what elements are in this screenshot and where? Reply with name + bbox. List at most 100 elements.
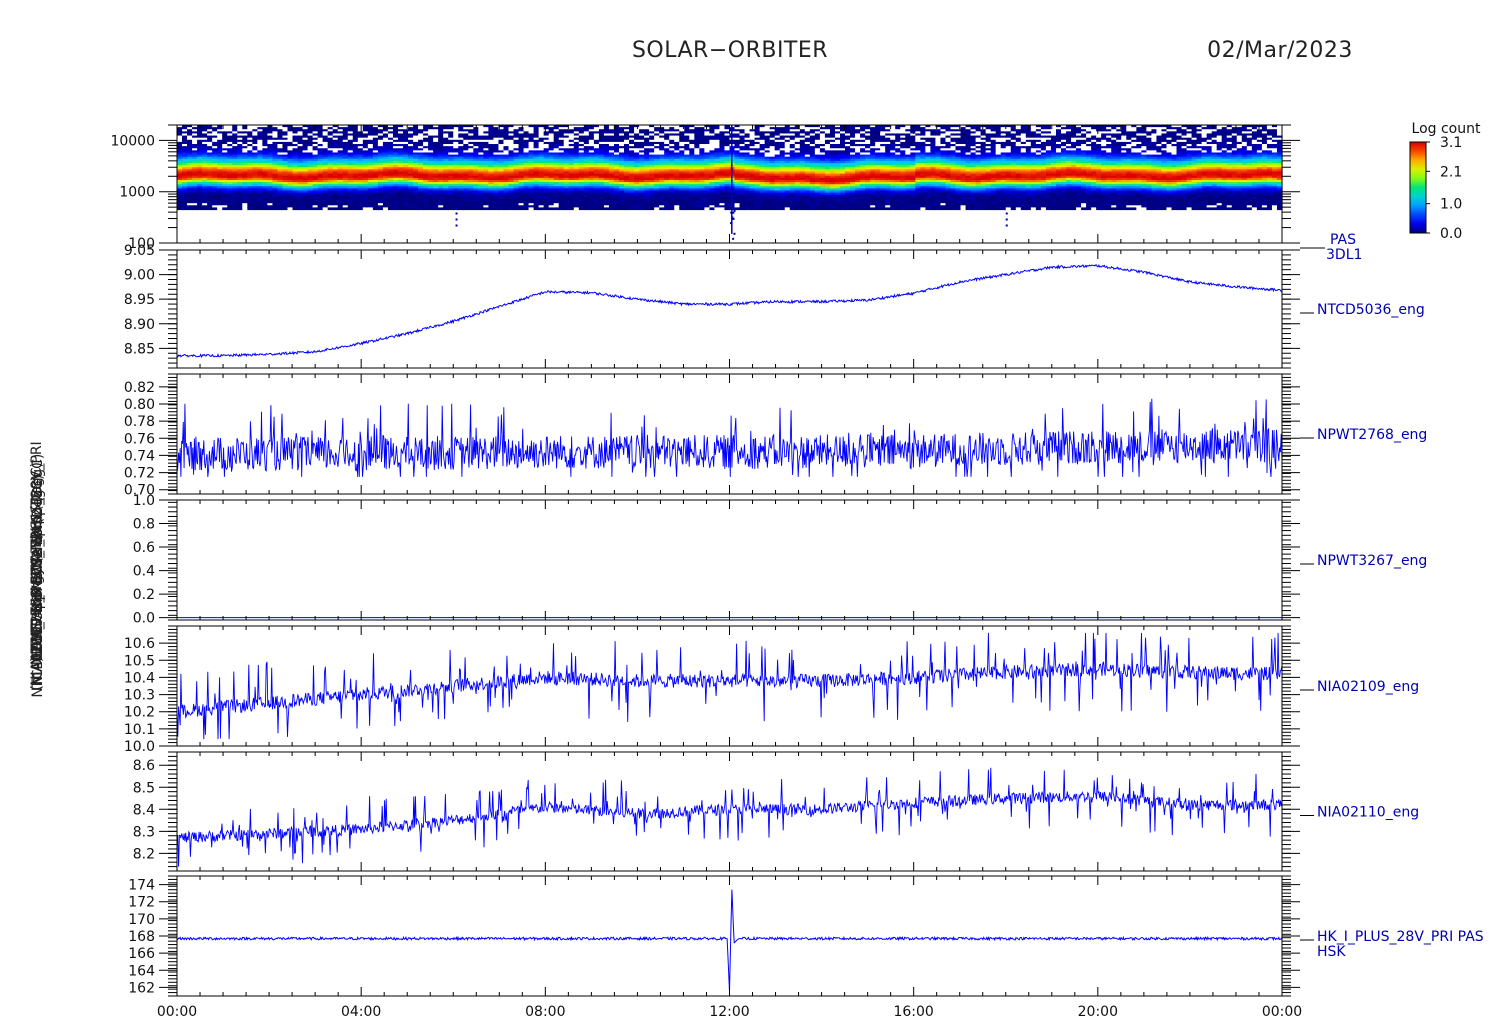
spectrogram-cell — [438, 167, 444, 170]
spectrogram-cell — [619, 141, 625, 145]
spectrogram-cell — [533, 207, 540, 211]
spectrogram-cell — [438, 207, 444, 211]
spectrogram-cell — [292, 196, 299, 200]
spectrogram-cell — [408, 146, 414, 149]
spectrogram-cell — [428, 203, 434, 206]
spectrogram-cell — [588, 167, 595, 170]
spectrogram-cell — [548, 139, 555, 143]
spectrogram-cell — [403, 139, 409, 143]
spectrogram-cell — [513, 177, 520, 181]
spectrogram-cell — [433, 163, 439, 166]
spectrogram-cell — [624, 158, 630, 162]
spectrogram-cell — [212, 127, 218, 130]
spectrogram-cell — [784, 165, 791, 168]
spectrogram-cell — [458, 125, 464, 128]
spectrogram-cell — [453, 207, 459, 211]
spectrogram-cell — [548, 196, 555, 200]
spectrogram-cell — [508, 163, 515, 166]
spectrogram-cell — [563, 148, 570, 151]
spectrogram-cell — [578, 125, 585, 128]
spectrogram-cell — [503, 175, 510, 179]
spectrogram-cell — [493, 133, 500, 137]
spectrogram-cell — [774, 152, 781, 156]
spectrogram-cell — [428, 131, 434, 135]
spectrogram-cell — [503, 150, 510, 154]
spectrogram-cell — [277, 154, 284, 158]
spectrogram-cell — [593, 127, 600, 130]
spectrogram-cell — [779, 148, 786, 151]
spectrogram-cell — [513, 179, 520, 183]
spectrogram-cell — [598, 131, 605, 135]
spectrogram-cell — [649, 135, 655, 139]
spectrogram-cell — [528, 127, 535, 130]
spectrogram-cell — [317, 173, 324, 177]
spectrogram-cell — [182, 167, 188, 170]
spectrogram-cell — [568, 152, 575, 156]
spectrogram-cell — [789, 203, 796, 206]
spectrogram-cell — [197, 173, 203, 177]
spectrogram-cell — [794, 163, 801, 166]
spectrogram-cell — [182, 186, 188, 189]
spectrogram-cell — [287, 179, 294, 183]
spectrogram-cell — [182, 125, 188, 128]
spectrogram-cell — [699, 198, 705, 202]
spectrogram-cell — [302, 127, 309, 130]
spectrogram-cell — [649, 133, 655, 137]
spectrogram-cell — [724, 196, 731, 200]
spectrogram-cell — [387, 135, 394, 139]
spectrogram-cell — [232, 135, 238, 139]
spectrogram-cell — [428, 179, 434, 183]
spectrogram-cell — [689, 188, 695, 192]
spectrogram-cell — [613, 127, 620, 130]
spectrogram-cell — [192, 194, 198, 198]
spectrogram-cell — [744, 148, 751, 151]
spectrogram-cell — [387, 207, 394, 211]
spectrogram-cell — [473, 156, 479, 160]
spectrogram-cell — [212, 207, 218, 211]
spectrogram-cell — [403, 169, 409, 173]
spectrogram-cell — [267, 141, 274, 145]
spectrogram-cell — [699, 169, 705, 173]
spectrogram-cell — [483, 148, 490, 151]
spectrogram-cell — [608, 158, 615, 162]
spectrogram-cell — [644, 201, 650, 204]
spectrogram-cell — [629, 201, 635, 204]
spectrogram-cell — [794, 171, 801, 175]
spectrogram-cell — [413, 137, 419, 141]
spectrogram-cell — [583, 182, 590, 185]
spectrogram-cell — [302, 154, 309, 158]
spectrogram-cell — [779, 131, 786, 135]
spectrogram-cell — [694, 171, 700, 175]
spectrogram-cell — [377, 131, 384, 135]
spectrogram-cell — [624, 129, 630, 132]
spectrogram-cell — [332, 179, 339, 183]
spectrogram-cell — [774, 203, 781, 206]
spectrogram-cell — [654, 137, 660, 141]
spectrogram-cell — [327, 158, 334, 162]
spectrogram-cell — [603, 182, 610, 185]
spectrogram-cell — [548, 205, 555, 208]
spectrogram-cell — [267, 179, 274, 183]
spectrogram-cell — [418, 163, 424, 166]
spectrogram-cell — [603, 207, 610, 211]
spectrogram-cell — [654, 182, 660, 185]
spectrogram-cell — [287, 144, 294, 147]
spectrogram-cell — [593, 163, 600, 166]
spectrogram-cell — [694, 165, 700, 168]
spectrogram-cell — [282, 131, 289, 135]
spectrogram-cell — [503, 148, 510, 151]
spectrogram-cell — [252, 139, 258, 143]
spectrogram-cell — [327, 127, 334, 130]
spectrogram-cell — [689, 184, 695, 187]
spectrogram-cell — [598, 192, 605, 196]
spectrogram-cell — [583, 131, 590, 135]
spectrogram-cell — [317, 184, 324, 187]
spectrogram-cell — [799, 165, 806, 168]
spectrogram-cell — [679, 207, 685, 211]
spectrogram-cell — [573, 171, 580, 175]
spectrogram-cell — [177, 160, 183, 164]
spectrogram-cell — [784, 160, 791, 164]
spectrogram-cell — [568, 190, 575, 194]
spectrogram-cell — [634, 169, 640, 173]
spectrogram-cell — [543, 207, 550, 211]
